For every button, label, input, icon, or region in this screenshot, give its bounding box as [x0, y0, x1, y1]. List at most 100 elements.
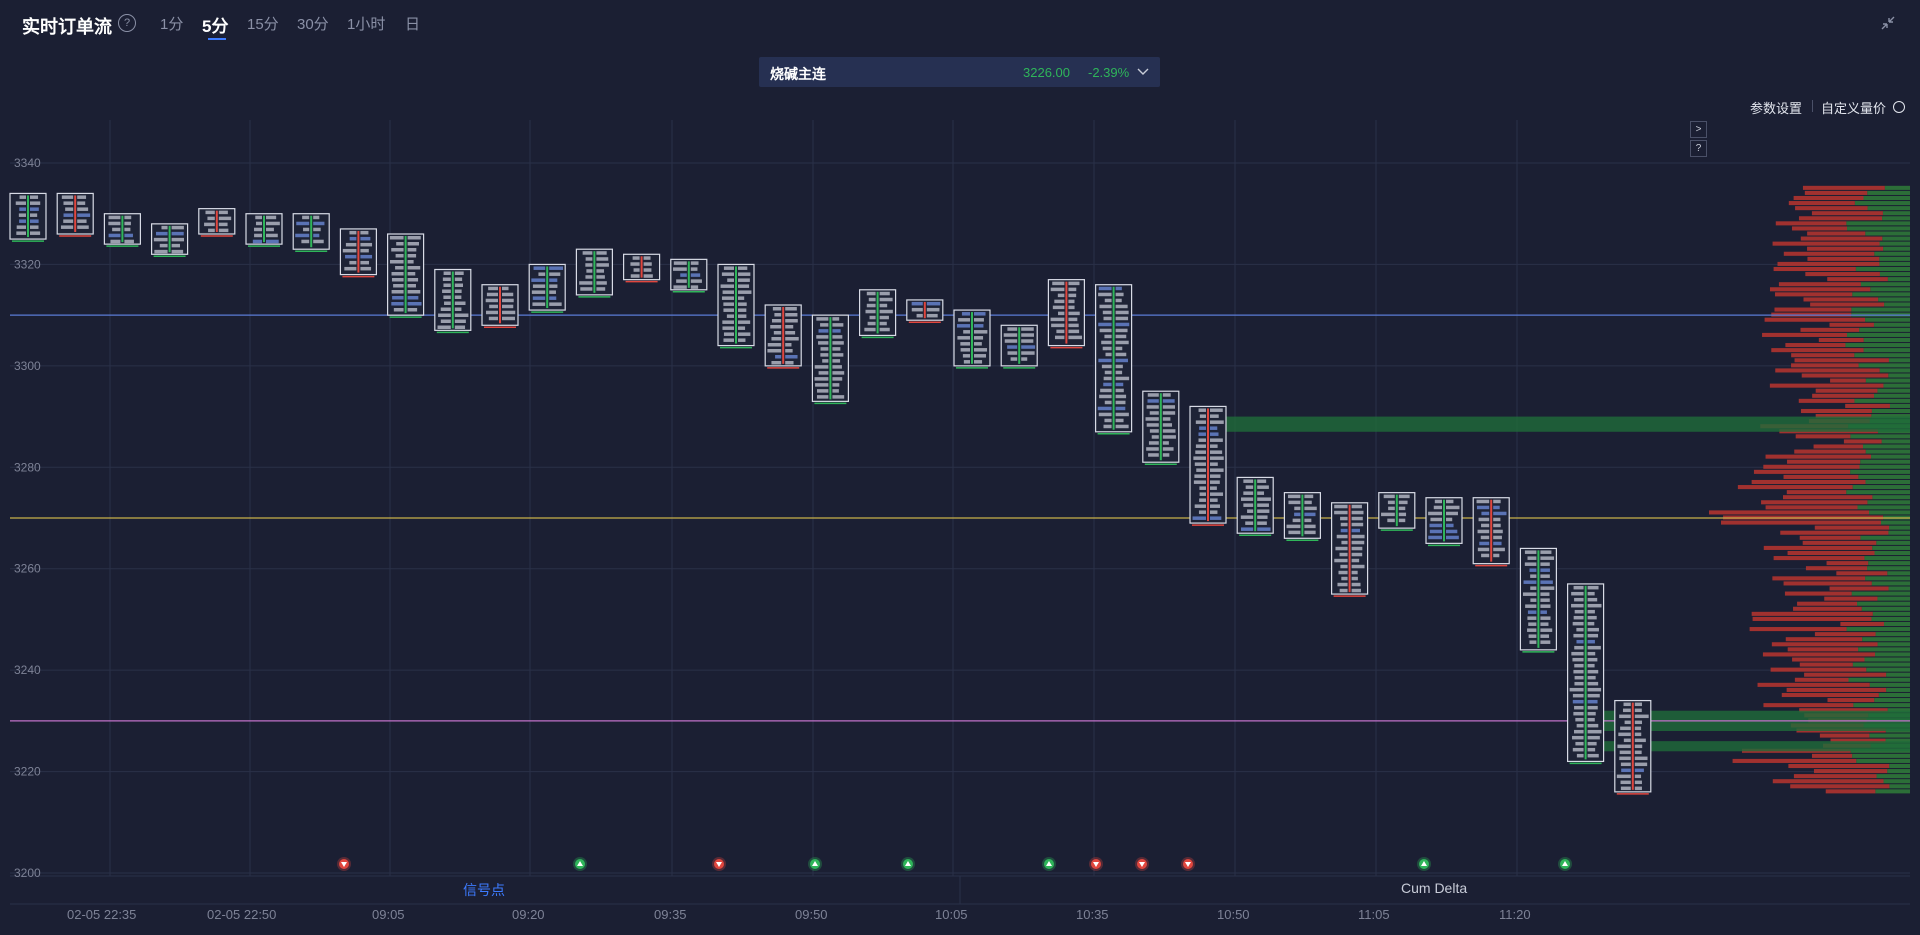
bid-cell: [1146, 447, 1159, 451]
signal-marker: [808, 857, 822, 871]
profile-bar-sell: [1757, 682, 1870, 687]
ask-cell: [1210, 468, 1224, 472]
ask-cell: [1540, 616, 1551, 620]
bid-cell: [1618, 732, 1631, 737]
footprint-bar: [764, 304, 802, 369]
bid-cell: [204, 222, 215, 227]
tab-1hour[interactable]: 1小时: [347, 16, 386, 33]
bid-cell: [1243, 491, 1254, 495]
ask-cell: [360, 266, 372, 271]
ask-cell: [407, 236, 421, 240]
bid-cell: [960, 348, 970, 352]
ask-cell: [1587, 633, 1599, 638]
bid-cell: [391, 290, 404, 294]
bid-cell: [816, 335, 829, 339]
ask-cell: [1587, 705, 1598, 710]
bid-cell: [1571, 603, 1584, 608]
ask-cell: [1162, 435, 1176, 439]
ask-cell: [1115, 310, 1129, 315]
bid-cell: [1476, 499, 1490, 504]
bid-cell: [389, 236, 404, 240]
bid-cell: [1573, 615, 1584, 620]
ask-cell: [785, 343, 792, 347]
ask-cell: [879, 309, 893, 314]
collapse-arrows-icon[interactable]: [1880, 15, 1896, 31]
ask-cell: [1351, 516, 1363, 521]
bid-cell: [1007, 327, 1018, 331]
ask-cell: [1540, 604, 1551, 608]
footprint-bar: [103, 213, 142, 247]
tab-day[interactable]: 日: [405, 16, 421, 33]
ask-cell: [1351, 582, 1361, 587]
bid-cell: [1104, 418, 1112, 423]
profile-bar-buy: [1846, 332, 1910, 337]
bid-cell: [1100, 388, 1112, 393]
tab-15min[interactable]: 15分: [247, 16, 279, 33]
y-tick-label: 3220: [14, 765, 41, 779]
bid-cell: [1098, 358, 1112, 363]
ask-cell: [1210, 414, 1219, 418]
bid-cell: [1571, 591, 1584, 596]
profile-bar-buy: [1869, 733, 1910, 738]
ask-cell: [738, 272, 751, 276]
bid-cell: [1288, 500, 1301, 505]
gear-icon[interactable]: [1893, 101, 1905, 113]
ask-cell: [832, 365, 842, 369]
custom-price-link[interactable]: 自定义量价: [1821, 101, 1887, 116]
bid-cell: [108, 221, 121, 226]
params-settings-link[interactable]: 参数设置: [1750, 101, 1803, 116]
ask-cell: [1210, 432, 1219, 436]
bid-cell: [1146, 423, 1159, 427]
bid-cell: [1530, 586, 1537, 590]
profile-bar-buy: [1869, 682, 1910, 687]
profile-bar-buy: [1888, 358, 1910, 363]
ask-cell: [1115, 322, 1130, 327]
profile-bar-sell: [1815, 388, 1878, 393]
arrow-down-icon: [716, 862, 722, 867]
bid-cell: [1341, 576, 1348, 581]
bid-cell: [818, 371, 829, 375]
bid-cell: [1198, 510, 1206, 514]
tab-5min[interactable]: 5分: [202, 17, 229, 36]
profile-bar-sell: [1799, 535, 1861, 540]
signal-marker: [337, 857, 351, 871]
bid-cell: [532, 296, 546, 300]
tab-cum-delta[interactable]: Cum Delta: [1401, 880, 1468, 896]
bid-cell: [396, 242, 404, 246]
tab-1min[interactable]: 1分: [160, 16, 184, 33]
ask-cell: [1162, 393, 1171, 397]
ask-cell: [926, 307, 940, 312]
profile-bar-buy: [1846, 221, 1910, 226]
bid-cell: [1058, 311, 1065, 316]
ask-cell: [1210, 486, 1217, 490]
ask-cell: [1493, 541, 1502, 546]
bid-cell: [1288, 530, 1301, 535]
ask-cell: [1587, 699, 1598, 704]
y-tick-label: 3200: [14, 866, 41, 880]
profile-bar-sell: [1785, 637, 1863, 642]
small-help-button[interactable]: ?: [1690, 140, 1707, 157]
bid-cell: [443, 295, 451, 299]
symbol-selector[interactable]: 烧碱主连 3226.00 -2.39%: [759, 57, 1160, 87]
ask-cell: [1587, 741, 1597, 746]
bid-cell: [1576, 639, 1584, 644]
ask-cell: [1493, 529, 1503, 534]
tab-signal-points[interactable]: 信号点: [463, 882, 505, 898]
ask-cell: [502, 310, 516, 315]
footprint-bar: [292, 213, 330, 252]
ask-cell: [1210, 456, 1224, 460]
footprint-bar: [622, 253, 661, 283]
ask-cell: [1446, 517, 1453, 522]
bid-cell: [1286, 524, 1301, 529]
profile-bar-sell: [1764, 317, 1866, 322]
bid-cell: [1524, 562, 1537, 566]
bid-cell: [1576, 723, 1584, 728]
bid-cell: [1294, 512, 1301, 517]
tab-30min[interactable]: 30分: [297, 16, 329, 33]
chevron-right-icon[interactable]: >: [1690, 121, 1707, 138]
ask-cell: [1115, 340, 1129, 345]
bid-cell: [1194, 462, 1206, 466]
question-circle-icon[interactable]: ?: [118, 14, 136, 32]
ask-cell: [502, 316, 515, 321]
